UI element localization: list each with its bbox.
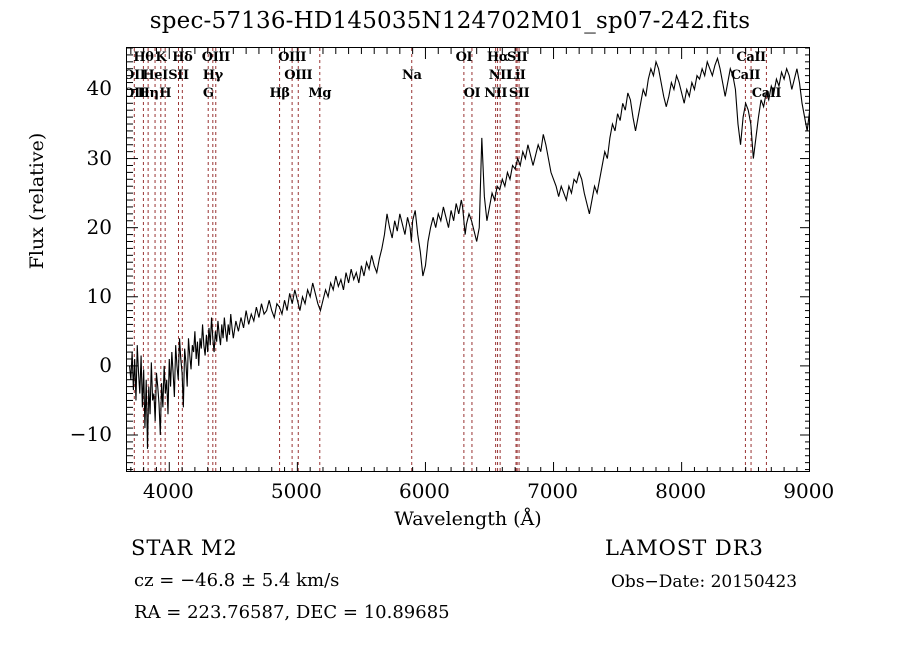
spectral-line-label: SII bbox=[506, 50, 528, 65]
x-tick-label: 9000 bbox=[783, 479, 835, 503]
y-tick-label: −10 bbox=[69, 421, 112, 446]
spectral-line-label: NII bbox=[488, 68, 512, 83]
object-class-text: STAR M2 bbox=[131, 536, 238, 560]
spectral-line-label: OI bbox=[455, 50, 473, 65]
spectral-line-label: CaII bbox=[736, 50, 766, 65]
spectral-line-label: Hγ bbox=[202, 68, 223, 83]
spectral-line-label: Hβ bbox=[269, 86, 290, 101]
spectral-line-label: Na bbox=[401, 68, 422, 83]
spectral-line-label: Hδ bbox=[172, 50, 193, 65]
spectral-line-label: OIII bbox=[284, 68, 313, 83]
x-axis-title: Wavelength (Å) bbox=[394, 508, 542, 530]
x-tick-label: 8000 bbox=[655, 479, 707, 503]
spectral-line-label: NII bbox=[484, 86, 508, 101]
coordinates-text: RA = 223.76587, DEC = 10.89685 bbox=[134, 602, 450, 623]
x-tick-label: 4000 bbox=[142, 479, 194, 503]
x-tick-label: 6000 bbox=[398, 479, 450, 503]
page-title: spec-57136-HD145035N124702M01_sp07-242.f… bbox=[149, 8, 751, 34]
spectral-line-label: HeI bbox=[142, 68, 168, 83]
spectral-line-label: OI bbox=[463, 86, 481, 101]
y-tick-label: 20 bbox=[86, 214, 112, 239]
redshift-velocity-text: cz = −46.8 ± 5.4 km/s bbox=[134, 570, 340, 591]
x-tick-label: 5000 bbox=[270, 479, 322, 503]
survey-name-text: LAMOST DR3 bbox=[605, 536, 764, 560]
axis-ticks bbox=[127, 48, 809, 471]
spectral-line-label: LiI bbox=[506, 68, 526, 83]
spectral-line-label: H bbox=[159, 86, 172, 101]
spectral-line-label: OIII bbox=[201, 50, 230, 65]
spectrum-svg bbox=[127, 48, 809, 471]
spectral-line-label: Hθ bbox=[133, 50, 154, 65]
spectral-line-markers bbox=[133, 48, 767, 471]
spectral-line-label: Mg bbox=[308, 86, 332, 101]
spectral-line-label: OII bbox=[127, 86, 146, 101]
y-tick-label: 10 bbox=[86, 283, 112, 308]
spectral-line-label: Hα bbox=[486, 50, 509, 65]
spectrum-curve bbox=[129, 56, 809, 449]
plot-area: HθKHδOIIIOIIIOIHαSIICaIIOIIHeISIIHγOIIIN… bbox=[126, 47, 810, 472]
x-tick-label: 7000 bbox=[527, 479, 578, 503]
y-tick-label: 30 bbox=[86, 145, 112, 170]
spectral-line-label: OII bbox=[127, 68, 146, 83]
spectral-line-label: G bbox=[202, 86, 214, 101]
y-tick-label: 40 bbox=[86, 76, 112, 101]
spectral-line-label: Hη bbox=[137, 86, 159, 101]
y-tick-label: 0 bbox=[99, 352, 112, 377]
spectral-line-label: CaII bbox=[730, 68, 761, 83]
y-axis-title: Flux (relative) bbox=[26, 132, 48, 270]
spectral-line-label: K bbox=[155, 50, 167, 65]
spectral-line-label: SII bbox=[508, 86, 530, 101]
spectral-line-label: SII bbox=[168, 68, 189, 83]
observation-date-text: Obs−Date: 20150423 bbox=[611, 572, 798, 592]
spectral-line-label: CaII bbox=[751, 86, 782, 101]
spectral-line-label: OIII bbox=[278, 50, 307, 65]
